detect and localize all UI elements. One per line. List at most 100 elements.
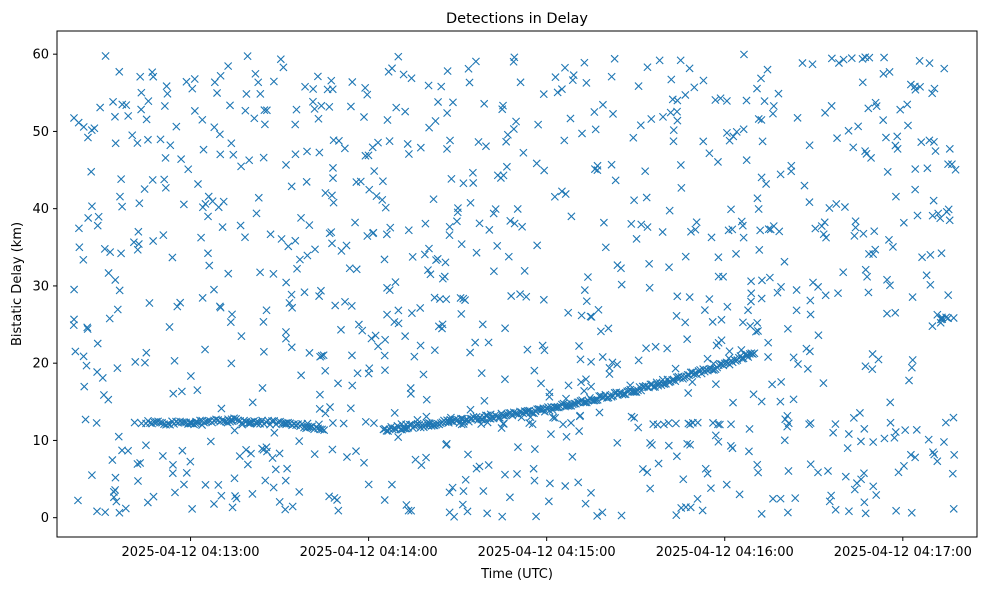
data-point [446, 136, 455, 145]
data-point [484, 338, 493, 347]
data-point [242, 445, 251, 454]
data-point [753, 84, 761, 93]
data-point [474, 138, 483, 146]
data-point [83, 133, 92, 142]
data-point [928, 211, 937, 220]
data-point [461, 296, 470, 305]
data-point [149, 72, 158, 81]
data-point [831, 505, 840, 514]
data-point [849, 143, 858, 152]
data-point [325, 492, 334, 501]
data-point [518, 222, 527, 231]
data-point [190, 75, 199, 83]
data-point [685, 64, 694, 73]
data-point [404, 506, 413, 515]
data-point [924, 435, 933, 444]
data-point [792, 306, 801, 315]
data-point [794, 360, 803, 369]
data-point [833, 134, 842, 143]
data-point [224, 62, 233, 71]
data-point [137, 419, 146, 428]
x-tick-label: 2025-04-12 04:15:00 [478, 545, 616, 560]
data-point [757, 276, 766, 285]
data-point [749, 390, 758, 399]
data-point [497, 424, 506, 433]
data-point [227, 415, 236, 424]
data-point [111, 139, 120, 148]
data-point [328, 85, 337, 94]
data-point [520, 266, 529, 275]
data-point [908, 356, 917, 364]
data-point [214, 203, 223, 212]
data-point [789, 353, 798, 362]
data-point [745, 424, 754, 433]
data-point [445, 222, 454, 231]
data-point [368, 229, 377, 238]
data-point [869, 438, 878, 447]
data-point [443, 67, 452, 76]
data-point [370, 167, 379, 176]
data-point [684, 389, 693, 398]
data-point [422, 453, 431, 462]
data-point [424, 81, 433, 90]
data-point [291, 150, 300, 159]
data-point [334, 506, 343, 515]
data-point [149, 237, 158, 246]
data-point [156, 418, 165, 427]
data-point [512, 117, 521, 126]
data-point [128, 131, 137, 140]
data-point [577, 311, 586, 320]
data-point [764, 338, 773, 347]
data-point [230, 474, 239, 483]
data-point [459, 179, 468, 188]
data-point [899, 461, 908, 470]
data-point [259, 445, 268, 454]
data-point [532, 159, 541, 168]
data-point [188, 84, 197, 93]
data-point [115, 67, 124, 76]
data-point [170, 356, 179, 365]
data-point [860, 424, 869, 433]
data-point [277, 234, 286, 243]
data-point [253, 419, 262, 428]
data-point [386, 223, 395, 232]
data-point [242, 89, 251, 98]
data-point [783, 411, 792, 420]
data-point [70, 315, 78, 324]
data-point [737, 345, 746, 354]
data-point [206, 437, 215, 446]
data-point [374, 342, 383, 351]
data-point [442, 295, 451, 304]
data-point [590, 165, 599, 174]
data-point [825, 204, 834, 213]
data-point [707, 233, 716, 242]
data-point [540, 346, 549, 355]
data-point [143, 135, 152, 144]
data-point [390, 408, 399, 417]
data-point [659, 420, 668, 429]
data-point [408, 252, 417, 261]
data-point [339, 419, 348, 428]
data-point [677, 503, 686, 512]
data-point [201, 480, 210, 489]
data-point [259, 317, 268, 326]
data-point [228, 310, 237, 319]
data-point [784, 466, 793, 475]
data-point [768, 109, 777, 118]
data-point [266, 230, 275, 239]
data-point [753, 460, 762, 469]
data-point [791, 494, 800, 503]
data-point [306, 423, 315, 432]
data-point [857, 475, 866, 484]
data-point [817, 222, 826, 231]
data-point [532, 512, 541, 521]
data-point [568, 76, 577, 85]
data-point [232, 494, 241, 503]
data-point [321, 366, 330, 375]
data-point [315, 390, 324, 399]
data-point [945, 144, 954, 153]
data-point [581, 499, 590, 508]
data-point [230, 426, 239, 435]
data-point [117, 175, 126, 184]
